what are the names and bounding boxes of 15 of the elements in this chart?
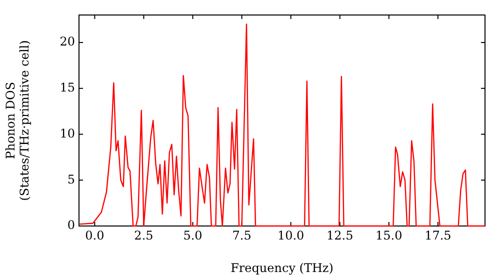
x-tick-label: 15.0 (376, 228, 402, 242)
y-axis-title: Phonon DOS (States/THz·primitive cell) (3, 40, 32, 201)
x-tick-label: 17.5 (424, 228, 452, 242)
x-tick-label: 10.0 (277, 228, 304, 242)
y-tick-label: 5 (67, 172, 75, 186)
x-tick-label: 2.5 (134, 228, 154, 242)
y-tick-label: 0 (67, 218, 75, 232)
x-tick-label: 7.5 (232, 228, 252, 242)
y-tick-label: 20 (60, 34, 75, 49)
x-tick-label: 12.5 (326, 228, 354, 242)
x-axis-title: Frequency (THz) (230, 260, 334, 275)
y-tick-label: 15 (60, 80, 75, 95)
x-tick-label: 5.0 (183, 228, 202, 242)
x-tick-label: 0.0 (85, 228, 104, 242)
y-tick-label: 10 (60, 126, 75, 140)
